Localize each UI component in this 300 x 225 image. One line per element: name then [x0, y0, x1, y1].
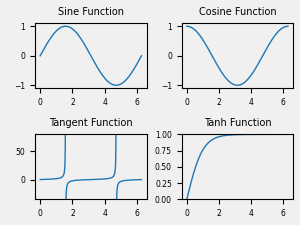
Title: Cosine Function: Cosine Function	[199, 7, 276, 17]
Title: Tanh Function: Tanh Function	[204, 118, 271, 128]
Title: Tangent Function: Tangent Function	[49, 118, 133, 128]
Title: Sine Function: Sine Function	[58, 7, 124, 17]
